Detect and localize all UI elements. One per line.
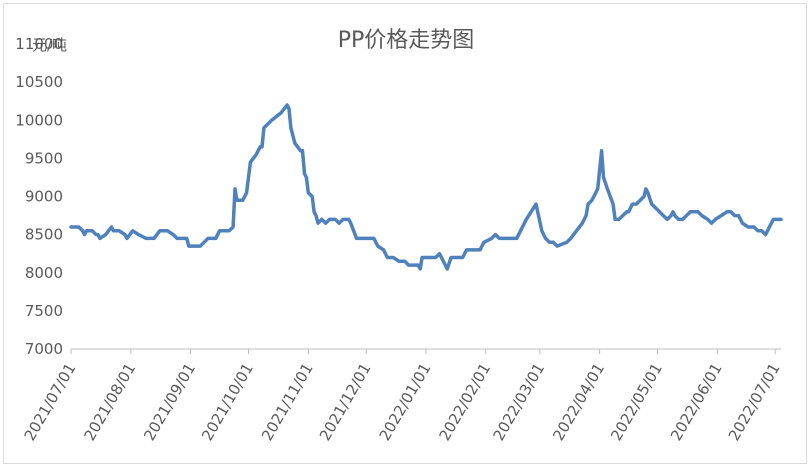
y-tick-label: 7000 — [25, 340, 63, 358]
x-tick-label: 2022/01/01 — [376, 360, 435, 444]
y-tick-label: 8000 — [25, 264, 63, 282]
x-tick-label: 2021/08/01 — [80, 360, 139, 444]
y-tick-label: 11000 — [15, 35, 63, 53]
y-tick-label: 10000 — [15, 111, 63, 129]
y-unit-label: 元/吨 — [32, 36, 67, 54]
x-tick-label: 2021/10/01 — [198, 360, 257, 444]
x-tick-label: 2022/07/01 — [725, 360, 784, 444]
y-axis-ticks: 7000 7500 8000 8500 9000 9500 10000 10500 11000 — [15, 35, 63, 358]
y-tick-label: 10500 — [15, 73, 63, 91]
x-tick-label: 2022/05/01 — [607, 360, 666, 444]
x-tick-label: 2022/03/01 — [489, 360, 548, 444]
chart-svg: PP价格走势图 元/吨 7000 7500 8000 8500 9000 9500 1000… — [15, 28, 784, 444]
x-tick-label: 2021/11/01 — [258, 360, 317, 444]
x-tick-label: 2021/07/01 — [21, 360, 80, 444]
chart-frame: PP价格走势图 元/吨 7000 7500 8000 8500 9000 9500 1000… — [3, 3, 807, 464]
x-tick-label: 2022/04/01 — [549, 360, 608, 444]
x-axis-tick-marks — [70, 349, 776, 354]
x-tick-label: 2022/02/01 — [435, 360, 494, 444]
x-tick-label: 2021/12/01 — [316, 360, 375, 444]
y-tick-label: 8500 — [25, 226, 63, 244]
y-tick-label: 9500 — [25, 149, 63, 167]
x-tick-label: 2021/09/01 — [140, 360, 199, 444]
x-axis-tick-labels: 2021/07/01 2021/08/01 2021/09/01 2021/10/01… — [21, 360, 784, 444]
x-tick-label: 2022/06/01 — [667, 360, 726, 444]
y-tick-label: 7500 — [25, 302, 63, 320]
series-line — [69, 103, 783, 271]
chart-title: PP价格走势图 — [338, 28, 475, 53]
y-tick-label: 9000 — [25, 188, 63, 206]
